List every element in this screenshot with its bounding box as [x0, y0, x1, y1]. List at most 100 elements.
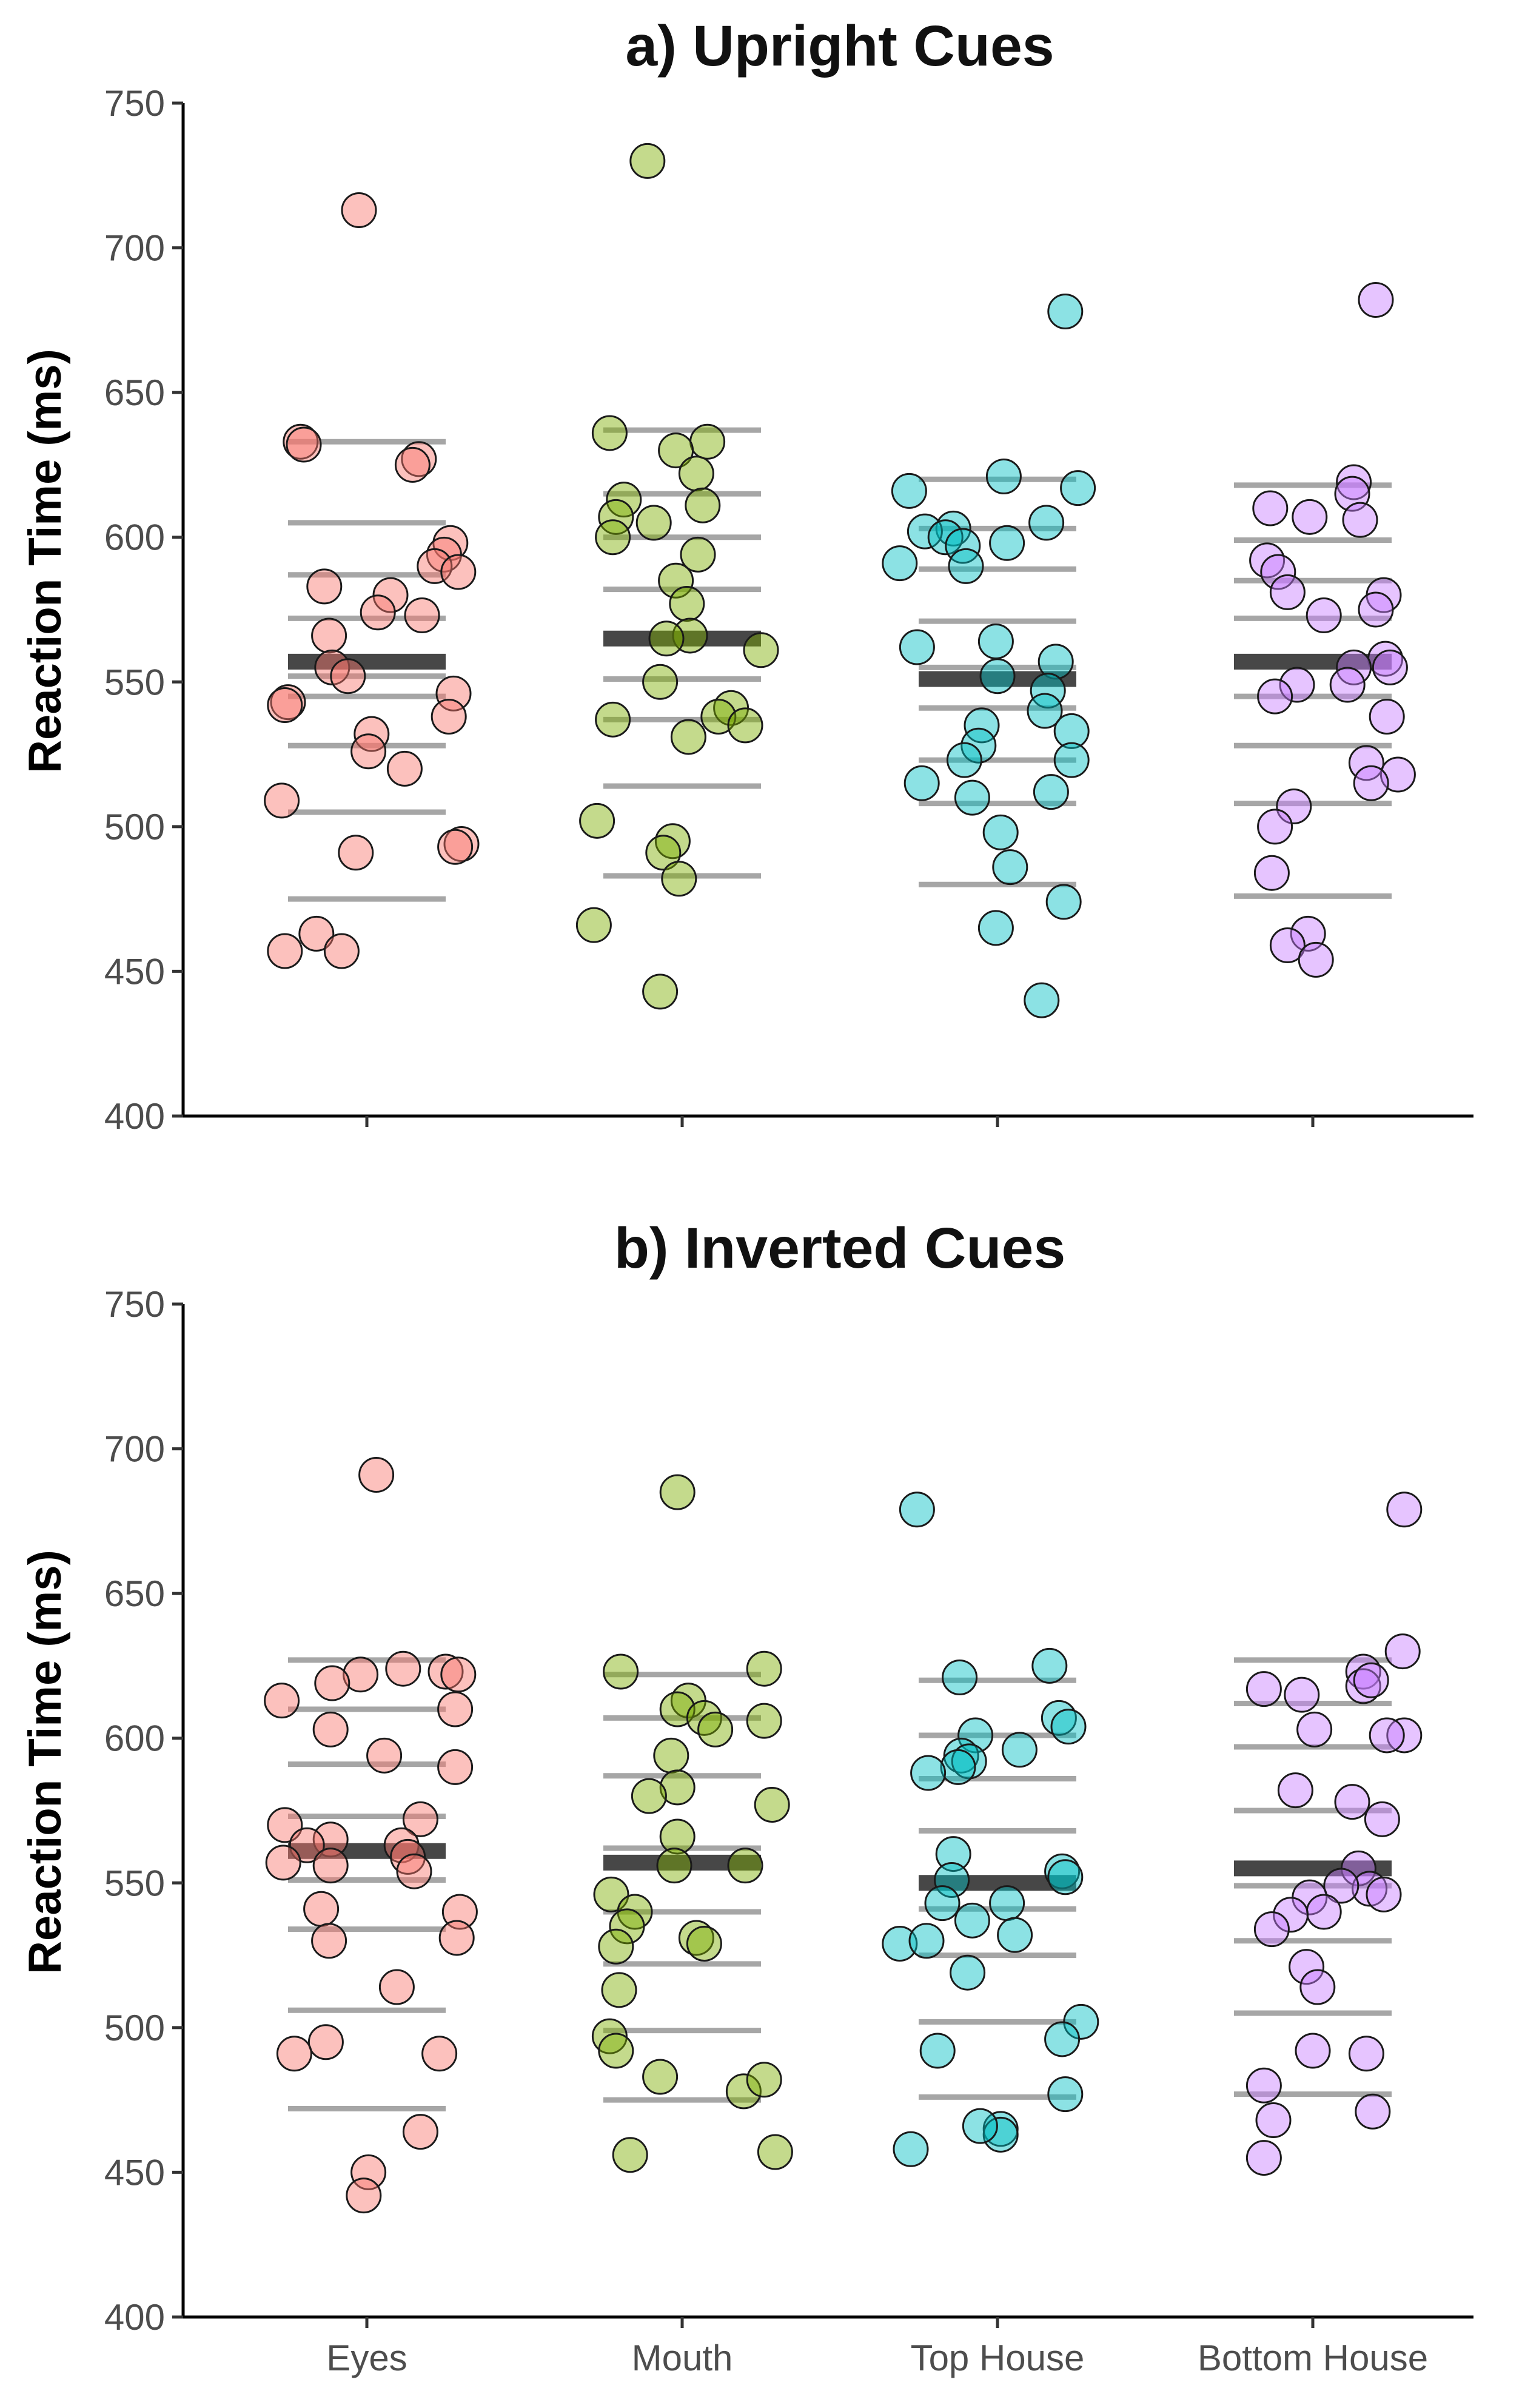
data-point-bottom-house [1380, 756, 1416, 793]
data-point-bottom-house [1336, 464, 1372, 500]
data-point-mouth [591, 415, 628, 451]
data-point-top-house [979, 658, 1016, 694]
data-point-bottom-house [1352, 1871, 1388, 1907]
data-point-top-house [1047, 1859, 1084, 1895]
data-point-mouth [725, 2073, 762, 2110]
y-tick-label: 700 [104, 1429, 165, 1470]
data-point-bottom-house [1279, 667, 1315, 703]
y-tick-label: 650 [104, 1573, 165, 1614]
y-tick-label: 600 [104, 517, 165, 558]
data-point-top-house [1050, 1709, 1087, 1745]
x-tick-label-eyes: Eyes [326, 2338, 407, 2378]
data-point-top-house [1001, 1732, 1038, 1768]
data-point-top-house [951, 1743, 987, 1780]
data-point-bottom-house [1358, 281, 1394, 318]
data-point-eyes [427, 1653, 464, 1690]
data-point-eyes [385, 1650, 421, 1687]
data-point-mouth [659, 1691, 696, 1727]
data-point-bottom-house [1260, 554, 1296, 590]
data-point-eyes [264, 782, 300, 819]
y-tick-label: 500 [104, 2008, 165, 2048]
data-point-top-house [1024, 982, 1060, 1018]
data-point-eyes [437, 1691, 474, 1727]
data-point-top-house [954, 779, 990, 816]
data-point-top-house [977, 910, 1014, 946]
data-point-top-house [935, 1836, 971, 1872]
data-point-eyes [267, 933, 303, 969]
data-point-eyes [396, 1853, 432, 1889]
data-point-mouth [661, 861, 697, 897]
data-point-eyes [323, 933, 360, 969]
data-point-bottom-house [1348, 2036, 1384, 2072]
y-tick-label: 500 [104, 807, 165, 847]
data-point-bottom-house [1372, 649, 1408, 685]
data-point-top-house [1031, 1647, 1068, 1684]
data-point-bottom-house [1257, 809, 1293, 845]
data-point-eyes [390, 1838, 426, 1875]
data-point-top-house [903, 765, 940, 801]
data-point-bottom-house [1355, 2093, 1391, 2130]
panel-title-upright: a) Upright Cues [625, 14, 1054, 78]
data-point-eyes [378, 1969, 415, 2005]
data-point-top-house [985, 459, 1022, 495]
data-point-top-house [1053, 713, 1090, 749]
data-point-mouth [670, 719, 706, 755]
y-tick-label: 550 [104, 1863, 165, 1903]
data-point-top-house [989, 525, 1025, 561]
data-point-eyes [286, 426, 322, 463]
data-point-mouth [727, 707, 763, 744]
data-point-eyes [346, 2178, 382, 2214]
data-point-mouth [757, 2134, 793, 2170]
data-point-eyes [311, 1923, 347, 1959]
data-point-mouth [629, 143, 666, 179]
data-point-mouth [598, 1928, 634, 1965]
data-point-top-house [997, 1917, 1033, 1953]
data-point-mouth [659, 1474, 696, 1510]
data-point-mouth [658, 432, 694, 469]
data-point-bottom-house [1386, 1492, 1423, 1528]
data-point-mouth [648, 620, 685, 657]
data-point-mouth [746, 2062, 782, 2098]
data-point-mouth [656, 1848, 692, 1884]
data-point-top-house [940, 1749, 976, 1785]
data-point-top-house [1047, 294, 1084, 330]
data-point-mouth [603, 1653, 639, 1690]
data-point-bottom-house [1334, 1784, 1370, 1820]
x-tick-label-bottom-house: Bottom House [1198, 2338, 1428, 2378]
data-point-eyes [298, 915, 335, 952]
data-point-top-house [1045, 884, 1082, 920]
data-point-eyes [404, 597, 440, 634]
data-point-mouth [689, 423, 726, 460]
data-point-top-house [960, 727, 997, 764]
data-point-top-house [919, 2033, 956, 2069]
data-point-bottom-house [1364, 1801, 1400, 1837]
data-point-mouth [746, 1650, 782, 1687]
data-point-mouth [686, 1700, 722, 1736]
data-point-bottom-house [1323, 1868, 1359, 1904]
data-point-top-house [934, 1862, 970, 1898]
data-point-mouth [609, 1908, 645, 1945]
data-point-eyes [441, 1894, 478, 1930]
data-point-mouth [685, 487, 721, 523]
data-point-top-house [954, 1902, 990, 1939]
data-point-mouth [669, 585, 705, 622]
data-point-eyes [372, 577, 409, 613]
data-point-mouth [595, 519, 631, 556]
data-point-eyes [438, 1920, 475, 1956]
data-point-eyes [265, 1845, 301, 1881]
data-point-top-house [1044, 2021, 1081, 2057]
data-point-top-house [1028, 505, 1065, 541]
data-point-bottom-house [1292, 499, 1328, 535]
data-point-bottom-house [1353, 1662, 1389, 1698]
data-point-bottom-house [1255, 2102, 1292, 2139]
data-point-top-house [948, 548, 984, 584]
data-point-bottom-house [1277, 1772, 1313, 1809]
data-point-eyes [402, 1801, 438, 1837]
data-point-bottom-house [1253, 855, 1290, 891]
data-point-eyes [440, 1656, 477, 1693]
panel-upright-cues: a) Upright Cues Reaction Time (ms) 400 45… [19, 14, 1473, 1137]
data-point-eyes [366, 1737, 403, 1774]
data-point-eyes [358, 1457, 395, 1493]
data-point-eyes [350, 733, 387, 770]
data-point-eyes [402, 2114, 438, 2150]
